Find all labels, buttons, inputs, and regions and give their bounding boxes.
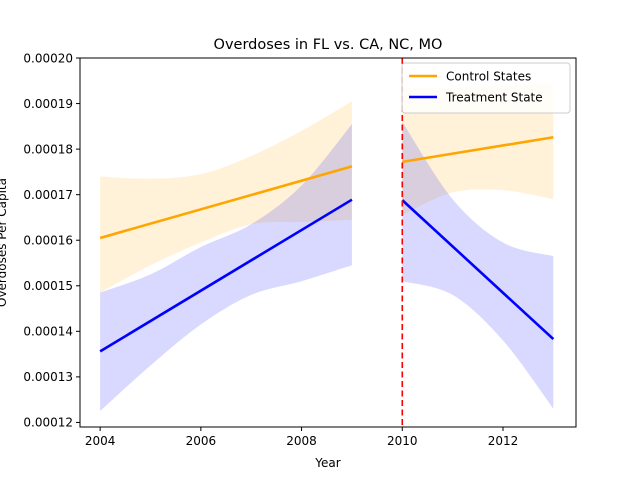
x-axis-label: Year (314, 456, 340, 470)
control-states-confidence-band-1 (100, 101, 352, 293)
y-axis-ticks: 0.00012 0.00013 0.00014 0.00015 0.00016 0.000… (23, 51, 80, 430)
confidence-bands (100, 83, 554, 412)
plot-area-frame (79, 57, 577, 428)
series-lines (99, 135, 555, 353)
chart-legend: Control States Treatment State (401, 62, 571, 114)
y-tick-label: 0.00015 (23, 279, 73, 293)
y-tick-label: 0.00017 (23, 188, 73, 202)
x-tick-label: 2010 (387, 434, 418, 448)
y-tick-label: 0.00014 (23, 325, 73, 339)
treatment-state-confidence-band-1 (100, 124, 352, 412)
y-tick-label: 0.00016 (23, 234, 73, 248)
control-states-line-2 (402, 135, 554, 164)
x-tick-label: 2008 (286, 434, 317, 448)
x-tick-label: 2006 (186, 434, 217, 448)
treatment-state-confidence-band-2 (402, 121, 554, 409)
chart-title: Overdoses in FL vs. CA, NC, MO (214, 37, 443, 53)
y-tick-label: 0.00012 (23, 416, 73, 430)
treatment-state-line-2 (401, 199, 555, 341)
x-tick-label: 2004 (85, 434, 116, 448)
treatment-state-line-1 (99, 198, 353, 353)
y-tick-label: 0.00019 (23, 97, 73, 111)
y-tick-label: 0.00018 (23, 142, 73, 156)
y-tick-label: 0.00013 (23, 370, 73, 384)
y-tick-label: 0.00020 (23, 51, 73, 65)
control-states-line-1 (99, 165, 353, 240)
legend-label-treatment-state: Treatment State (445, 90, 543, 104)
legend-box (401, 62, 571, 114)
x-axis-ticks: 2004 2006 2008 2010 2012 (85, 427, 518, 448)
x-tick-label: 2012 (488, 434, 519, 448)
y-axis-label: Overdoses Per Capita (0, 178, 9, 307)
legend-label-control-states: Control States (446, 69, 531, 83)
